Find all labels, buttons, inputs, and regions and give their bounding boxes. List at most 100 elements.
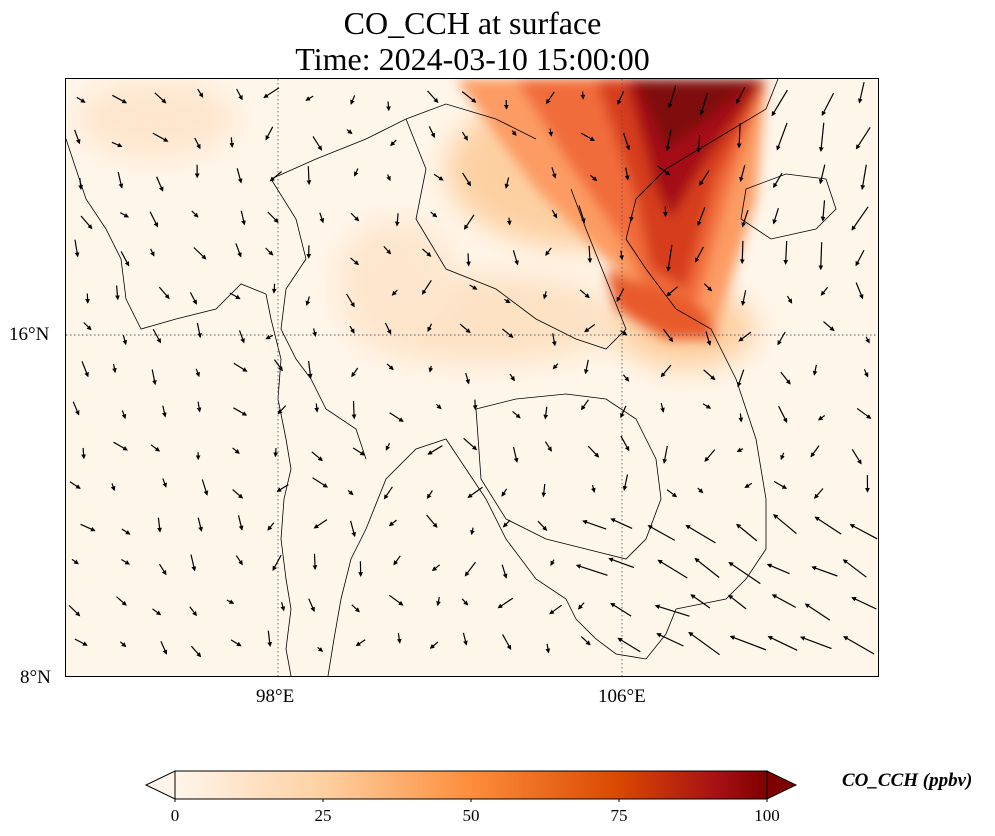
wind-arrow — [842, 559, 867, 578]
wind-arrow — [426, 490, 433, 500]
wind-arrow — [201, 479, 209, 496]
wind-arrow — [654, 604, 690, 617]
wind-arrow — [666, 286, 678, 297]
wind-arrow — [194, 137, 201, 150]
wind-arrow — [780, 452, 785, 461]
wind-arrow — [855, 249, 865, 267]
wind-arrow — [551, 167, 557, 179]
wind-arrow — [610, 602, 632, 617]
wind-arrow — [811, 565, 838, 577]
wind-arrow — [705, 331, 712, 346]
wind-arrow — [580, 91, 586, 100]
wind-arrow — [697, 487, 704, 494]
wind-arrow — [152, 328, 162, 344]
wind-arrow — [736, 369, 745, 388]
wind-arrow — [237, 515, 244, 531]
wind-arrow — [72, 401, 80, 416]
wind-arrow — [351, 401, 357, 420]
wind-arrow — [771, 89, 788, 117]
wind-arrow — [583, 359, 589, 375]
wind-arrow — [622, 474, 629, 491]
wind-arrow — [152, 132, 169, 142]
wind-vectors — [68, 81, 878, 658]
wind-arrow — [776, 122, 788, 151]
wind-arrow — [197, 517, 203, 532]
wind-arrow — [236, 168, 243, 184]
wind-arrow — [81, 361, 89, 378]
map-canvas — [66, 79, 878, 676]
wind-arrow — [865, 336, 870, 344]
wind-arrow — [728, 594, 747, 610]
wind-arrow — [470, 527, 475, 536]
wind-arrow — [461, 91, 477, 103]
wind-arrow — [783, 240, 789, 265]
northern-border — [270, 103, 537, 180]
wind-arrow — [112, 363, 117, 374]
wind-arrow — [704, 449, 716, 462]
wind-arrow — [736, 447, 744, 453]
wind-arrow — [660, 364, 672, 378]
wind-arrow — [191, 210, 199, 218]
wind-arrow — [666, 244, 673, 272]
wind-arrow — [772, 208, 779, 225]
wind-arrow — [352, 447, 366, 456]
wind-arrow — [744, 482, 753, 489]
colorbar-gradient — [174, 770, 768, 800]
wind-arrow — [158, 563, 167, 576]
wind-arrow — [267, 522, 275, 531]
wind-arrow — [497, 597, 514, 609]
wind-arrow — [355, 639, 366, 647]
wind-arrow — [436, 596, 441, 607]
wind-arrow — [739, 240, 745, 265]
wind-arrow — [306, 166, 312, 186]
wind-arrow — [265, 126, 274, 141]
wind-arrow — [657, 165, 671, 176]
wind-arrow — [552, 363, 559, 370]
country-border-cambodia — [475, 393, 662, 560]
hainan-island — [740, 173, 837, 240]
wind-arrow — [265, 247, 274, 256]
wind-arrow — [843, 636, 875, 655]
wind-arrow — [736, 87, 746, 105]
wind-arrow — [729, 635, 767, 651]
wind-arrow — [545, 643, 551, 654]
wind-arrow — [229, 137, 235, 148]
wind-arrow — [150, 248, 155, 257]
wind-arrow — [388, 594, 404, 606]
wind-arrow — [307, 360, 313, 379]
wind-arrow — [818, 164, 826, 185]
wind-arrow — [346, 129, 353, 135]
wind-arrow — [383, 245, 392, 255]
vietnam-coast — [625, 79, 779, 610]
wind-arrow — [150, 444, 161, 452]
wind-arrow — [313, 519, 328, 529]
wind-arrow — [280, 601, 286, 612]
colorbar-tick-100: 100 — [754, 806, 780, 825]
wind-arrow — [121, 528, 131, 535]
wind-arrow — [388, 519, 397, 527]
wind-arrow — [694, 246, 704, 263]
wind-arrow — [617, 91, 625, 105]
wind-arrow — [459, 323, 471, 334]
wind-arrow — [232, 489, 244, 499]
wind-arrow — [545, 247, 552, 256]
wind-arrow — [579, 289, 590, 299]
wind-arrow — [110, 483, 116, 492]
wind-arrow — [818, 242, 824, 271]
country-border-laos — [405, 118, 627, 350]
wind-arrow — [703, 369, 716, 381]
wind-arrow — [580, 399, 589, 411]
wind-arrow — [196, 322, 202, 339]
concentration-field — [66, 79, 878, 676]
wind-arrow — [551, 209, 558, 219]
wind-arrow — [549, 604, 562, 615]
wind-arrow — [810, 445, 820, 458]
colorbar-title: CO_CCH (ppbv) — [842, 770, 973, 791]
wind-arrow — [736, 523, 758, 542]
wind-arrow — [312, 328, 317, 337]
wind-arrow — [317, 646, 324, 652]
wind-arrow — [696, 134, 702, 153]
wind-arrow — [657, 559, 688, 579]
wind-arrow — [233, 407, 248, 416]
wind-arrow — [587, 245, 593, 264]
